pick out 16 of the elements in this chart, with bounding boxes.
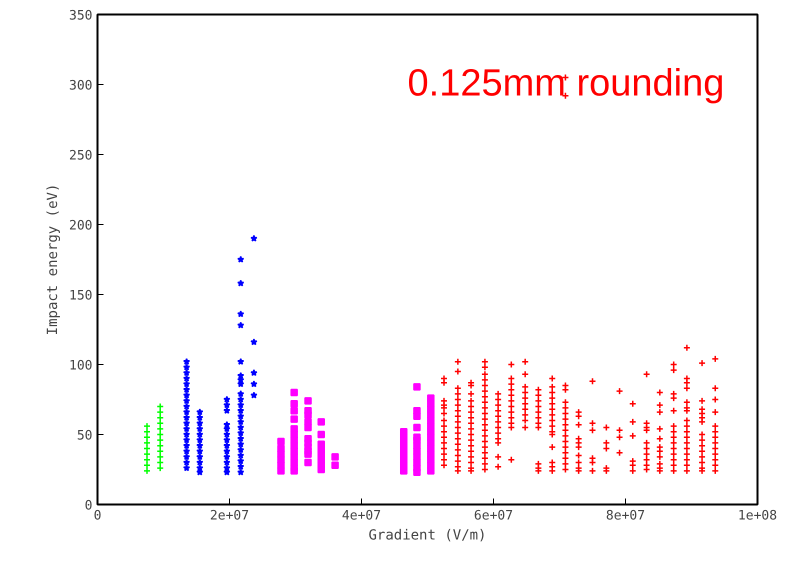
y-axis-title: Impact energy (eV) bbox=[45, 184, 62, 336]
y-tick-label: 200 bbox=[69, 218, 93, 234]
x-tick-label: 2e+07 bbox=[210, 508, 250, 524]
y-tick-label: 50 bbox=[76, 428, 93, 444]
x-tick-label: 8e+07 bbox=[606, 508, 646, 524]
x-tick-label: 4e+07 bbox=[342, 508, 382, 524]
y-tick-label: 350 bbox=[69, 8, 93, 24]
x-axis-title: Gradient (V/m) bbox=[368, 528, 487, 544]
x-tick-label: 1e+08 bbox=[738, 508, 778, 524]
y-tick-label: 100 bbox=[69, 358, 93, 374]
y-tick-label: 150 bbox=[69, 288, 93, 304]
y-tick-label: 250 bbox=[69, 148, 93, 164]
x-tick-label: 6e+07 bbox=[474, 508, 514, 524]
y-tick-label: 0 bbox=[84, 498, 92, 514]
annotation: 0.125mm rounding bbox=[408, 62, 724, 104]
y-tick-label: 300 bbox=[69, 78, 93, 94]
